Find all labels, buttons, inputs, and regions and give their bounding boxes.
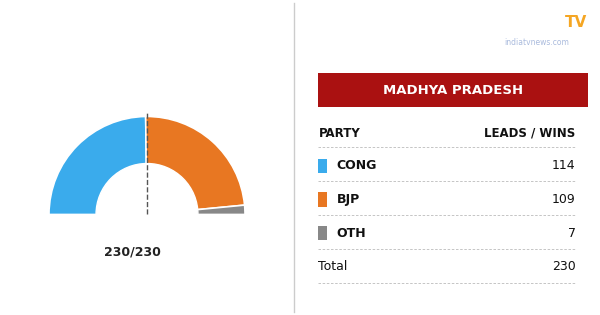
Text: MADHYA PRADESH: MADHYA PRADESH [383, 84, 523, 97]
Text: PARTY: PARTY [319, 127, 360, 140]
Circle shape [96, 163, 198, 266]
Text: Total: Total [319, 261, 348, 273]
Text: LEADS / WINS: LEADS / WINS [484, 127, 575, 140]
Text: 114: 114 [552, 159, 575, 172]
Text: BJP: BJP [337, 193, 360, 206]
Text: Madhya Pradesh Assembly Elections Chart 2018: Madhya Pradesh Assembly Elections Chart … [12, 18, 521, 37]
Wedge shape [146, 117, 245, 215]
Text: TV: TV [565, 14, 587, 30]
Text: INDIA: INDIA [518, 14, 566, 30]
Text: 230: 230 [552, 261, 575, 273]
FancyBboxPatch shape [319, 226, 327, 240]
Text: OTH: OTH [337, 226, 367, 240]
Text: CONG: CONG [337, 159, 377, 172]
FancyBboxPatch shape [319, 158, 327, 173]
FancyBboxPatch shape [319, 192, 327, 207]
Wedge shape [49, 117, 147, 215]
Wedge shape [147, 205, 245, 215]
Text: 109: 109 [552, 193, 575, 206]
FancyBboxPatch shape [319, 73, 588, 107]
Text: 7: 7 [568, 226, 575, 240]
Text: indiatvnews.com: indiatvnews.com [505, 38, 569, 48]
Text: 230/230: 230/230 [104, 245, 161, 258]
